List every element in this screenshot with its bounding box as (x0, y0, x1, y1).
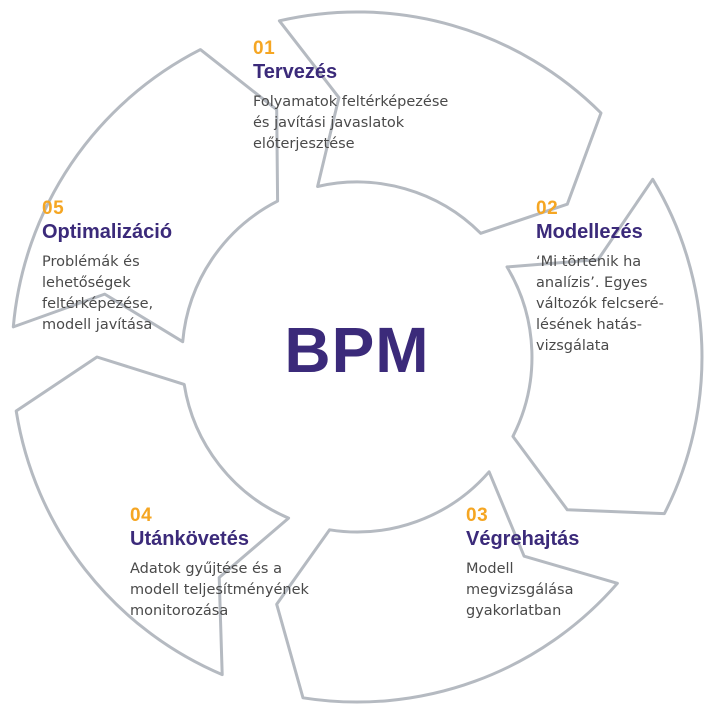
ring-segment-5 (11, 48, 280, 344)
step-3-description: Modell megvizsgálása gyakorlatban (466, 561, 574, 619)
step-3: 03 Végrehajtás Modell megvizsgálása gyak… (466, 505, 579, 622)
step-1: 01 Tervezés Folyamatok feltérképezése és… (253, 38, 448, 155)
step-2-number: 02 (536, 198, 559, 219)
step-5-description: Problémák és lehetőségek feltérképezése,… (42, 254, 154, 333)
step-4-number: 04 (130, 505, 153, 526)
step-4: 04 Utánkövetés Adatok gyűjtése és a mode… (130, 505, 309, 622)
step-5-number: 05 (42, 198, 65, 219)
step-3-title: Végrehajtás (466, 528, 580, 550)
step-1-number: 01 (253, 38, 276, 59)
step-4-title: Utánkövetés (130, 528, 249, 550)
ring-segment-4 (14, 355, 291, 677)
ring-segment-2 (505, 177, 704, 516)
step-2: 02 Modellezés ‘Mi történik ha analízis’.… (536, 198, 664, 357)
center-title: BPM (284, 314, 430, 386)
step-1-description: Folyamatok feltérképezése és javítási ja… (253, 94, 449, 152)
step-5: 05 Optimalizáció Problémák és lehetősége… (42, 198, 172, 336)
step-3-number: 03 (466, 505, 489, 526)
step-2-description: ‘Mi történik ha analízis’. Egyes változó… (536, 254, 664, 354)
step-1-title: Tervezés (253, 61, 338, 83)
ring-segment-3 (275, 470, 619, 704)
step-2-title: Modellezés (536, 221, 643, 243)
step-5-title: Optimalizáció (42, 221, 173, 243)
step-4-description: Adatok gyűjtése és a modell teljesítmény… (130, 561, 309, 619)
ring-segment-1 (277, 10, 603, 235)
